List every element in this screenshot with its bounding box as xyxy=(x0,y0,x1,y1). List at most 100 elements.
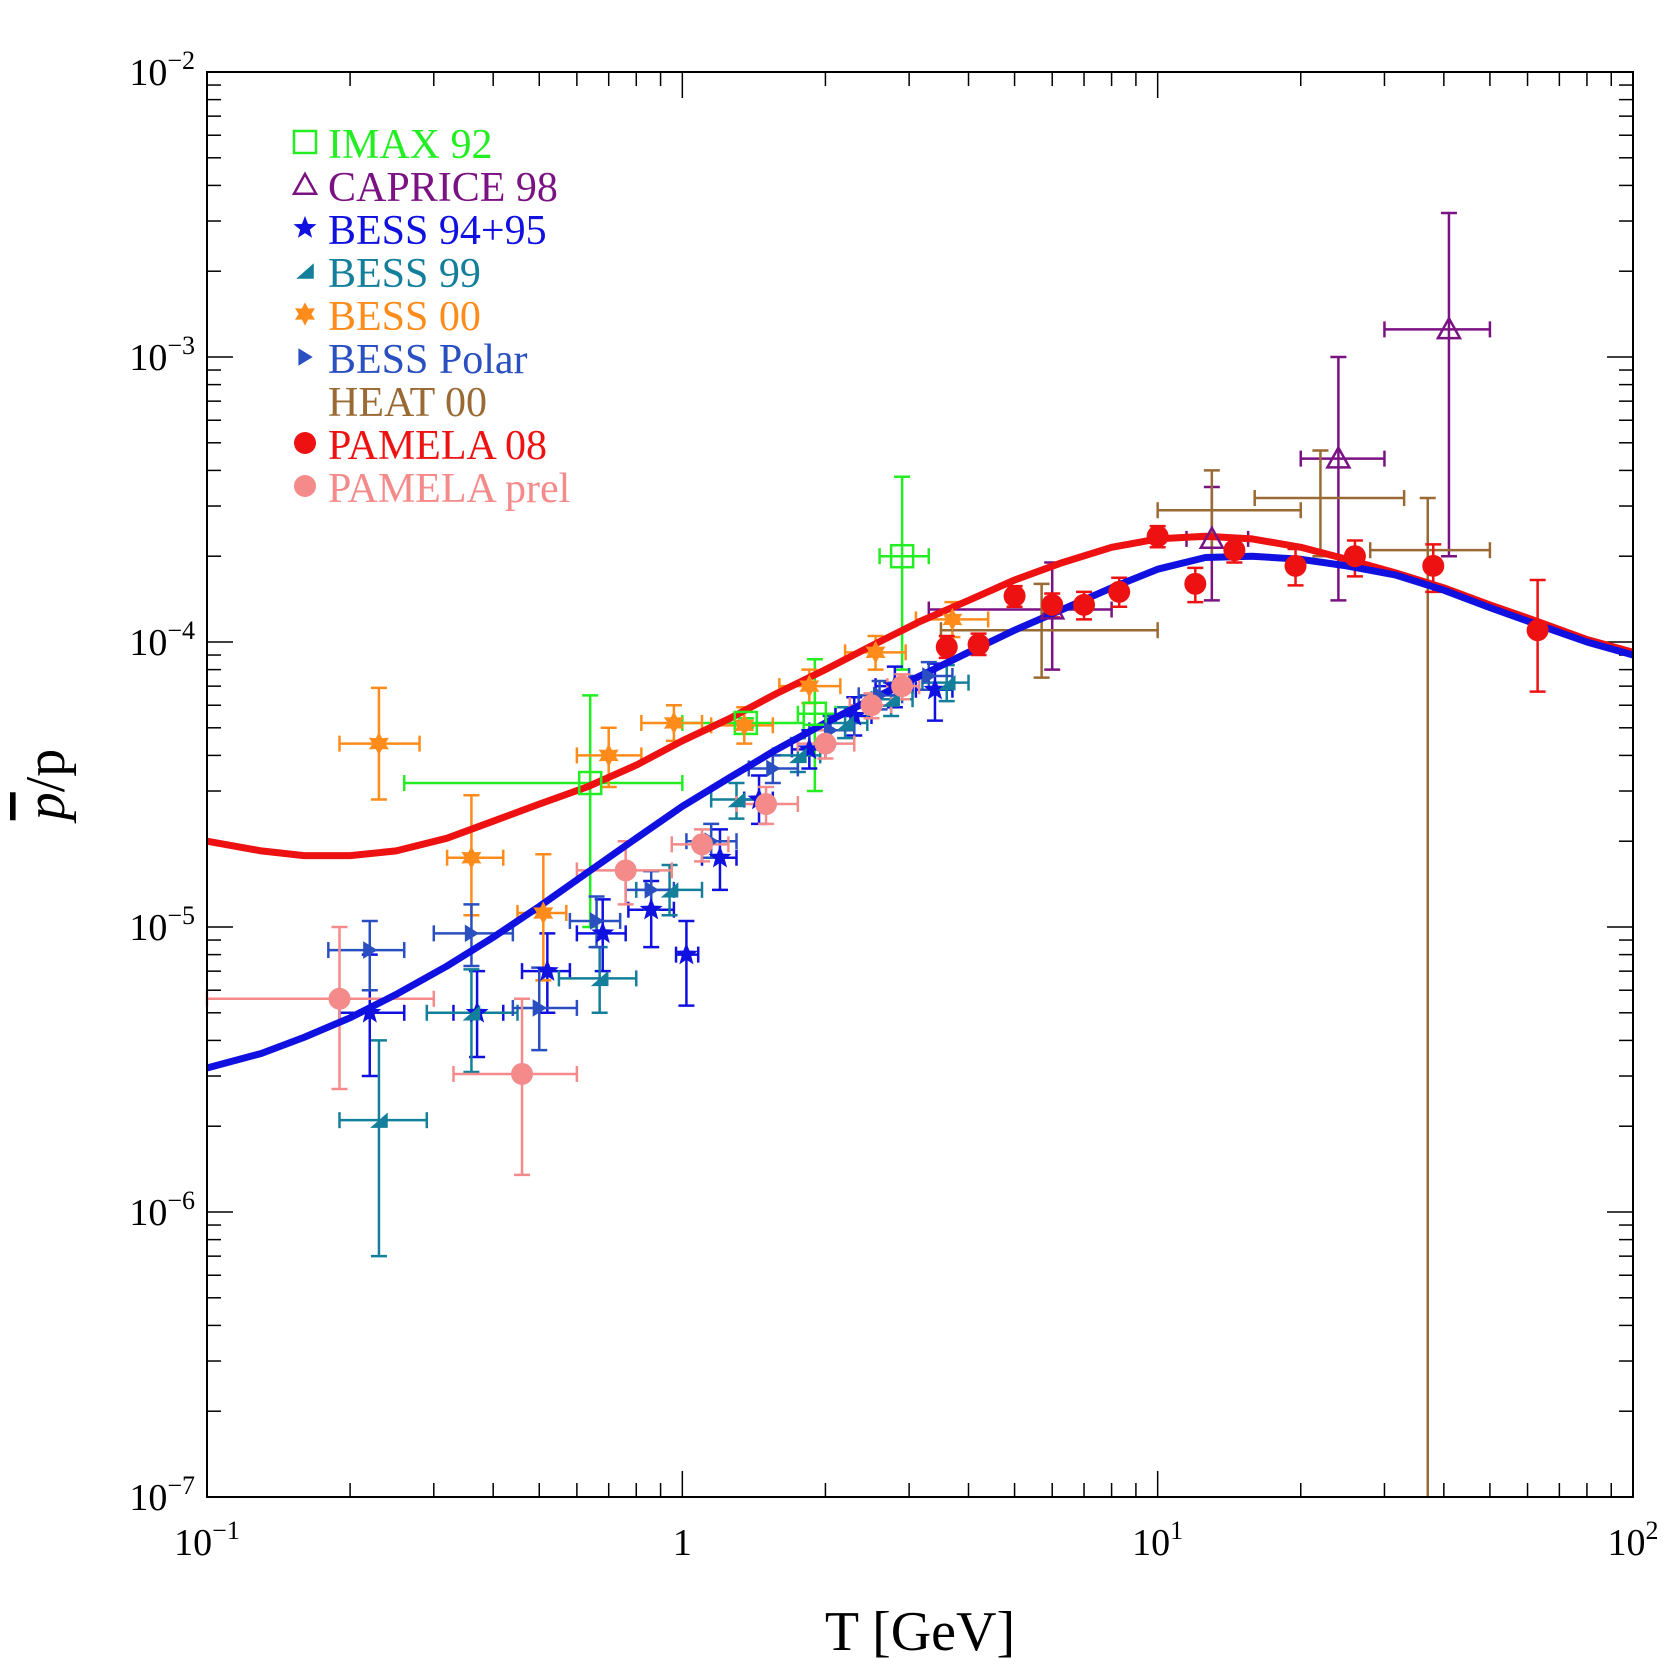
data-point-bess-00 xyxy=(663,711,684,735)
data-point-bess-00 xyxy=(533,901,554,925)
data-point-bess-polar xyxy=(589,912,605,930)
data-point-pamela-prel xyxy=(691,833,714,856)
y-tick-label-base: 10 xyxy=(129,1477,167,1519)
data-point-pamela-08 xyxy=(1146,525,1169,548)
data-point-bess-polar xyxy=(922,667,937,685)
data-markers xyxy=(328,315,1549,1128)
data-point-bess-polar xyxy=(464,924,480,943)
data-point-imax-92 xyxy=(802,701,828,727)
x-tick-label-base: 10 xyxy=(1132,1522,1170,1564)
y-tick-label-exponent: −7 xyxy=(167,1471,195,1500)
y-tick-label: 10−7 xyxy=(129,1471,195,1519)
legend-item-bess-00: BESS 00 xyxy=(295,294,481,340)
legend-label-heat-00: HEAT 00 xyxy=(328,380,487,426)
data-point-pamela-08 xyxy=(1284,554,1307,577)
legend-marker-caprice-98 xyxy=(291,171,319,196)
data-point-pamela-08 xyxy=(1343,545,1366,568)
data-point-bess-94-95 xyxy=(358,1000,382,1023)
x-tick-label-base: 10 xyxy=(174,1522,212,1564)
x-tick-label: 101 xyxy=(1132,1516,1183,1564)
data-point-bess-00 xyxy=(461,846,482,870)
data-point-bess-99 xyxy=(937,674,956,691)
legend-item-imax-92: IMAX 92 xyxy=(292,122,493,168)
data-point-bess-94-95 xyxy=(535,959,559,981)
data-point-bess-polar xyxy=(532,999,547,1017)
x-tick-label: 102 xyxy=(1608,1516,1659,1564)
y-tick-label: 10−3 xyxy=(129,331,195,379)
x-tick-label-base: 10 xyxy=(1608,1522,1646,1564)
data-point-bess-polar xyxy=(644,881,659,899)
legend-item-caprice-98: CAPRICE 98 xyxy=(291,165,558,211)
y-tick-label: 10−5 xyxy=(129,901,195,949)
data-point-pamela-08 xyxy=(935,636,958,659)
data-point-pamela-08 xyxy=(1073,593,1096,616)
data-point-pamela-08 xyxy=(1108,580,1131,603)
data-point-bess-94-95 xyxy=(674,942,698,965)
data-point-pamela-08 xyxy=(967,633,990,656)
data-point-caprice-98 xyxy=(1435,315,1463,340)
data-point-caprice-98 xyxy=(1325,445,1352,469)
y-tick-label: 10−2 xyxy=(129,46,195,94)
data-point-bess-00 xyxy=(734,713,755,737)
x-tick-label: 1 xyxy=(673,1522,692,1564)
data-point-imax-92 xyxy=(577,770,603,796)
y-tick-label-base: 10 xyxy=(129,1192,167,1234)
y-tick-label: 10−4 xyxy=(129,616,195,664)
legend-marker-bess-99 xyxy=(296,263,314,279)
data-point-imax-92 xyxy=(889,543,915,569)
data-point-pamela-prel xyxy=(860,694,883,717)
data-point-bess-polar xyxy=(363,941,378,959)
y-tick-label-exponent: −6 xyxy=(167,1186,195,1215)
model-curve-blue xyxy=(206,552,1634,1072)
x-tick-label-exponent: 1 xyxy=(1170,1516,1183,1545)
legend-marker-bess-00 xyxy=(295,302,315,326)
minor-ticks xyxy=(206,72,1633,1498)
y-tick-label-exponent: −5 xyxy=(167,901,195,930)
data-point-bess-00 xyxy=(865,640,886,664)
legend-item-bess-99: BESS 99 xyxy=(296,251,481,297)
data-point-bess-00 xyxy=(368,732,389,756)
data-point-bess-polar xyxy=(766,759,781,778)
data-point-bess-00 xyxy=(598,743,619,767)
y-axis-label-rest: /p xyxy=(15,749,77,793)
legend-marker-pamela-08 xyxy=(294,432,316,454)
x-tick-label-base: 1 xyxy=(673,1522,692,1564)
data-point-bess-94-95 xyxy=(842,703,866,726)
y-axis-label: p/p xyxy=(15,749,77,825)
data-point-pamela-prel xyxy=(814,732,837,755)
y-tick-label-exponent: −4 xyxy=(167,616,195,645)
data-point-pamela-prel xyxy=(511,1062,534,1085)
data-point-bess-94-95 xyxy=(708,845,732,868)
x-tick-label: 10−1 xyxy=(174,1516,240,1564)
data-point-pamela-08 xyxy=(1526,619,1549,642)
data-point-bess-94-95 xyxy=(591,921,615,944)
y-tick-label-base: 10 xyxy=(129,337,167,379)
y-axis-label-text: p/p xyxy=(15,749,77,825)
data-point-bess-99 xyxy=(882,691,900,707)
legend-marker-imax-92 xyxy=(292,129,318,155)
y-tick-label-exponent: −2 xyxy=(167,46,195,75)
y-tick-label-base: 10 xyxy=(129,622,167,664)
data-point-bess-99 xyxy=(462,1005,481,1021)
legend-marker-pamela-prel xyxy=(294,475,316,497)
data-point-bess-94-95 xyxy=(639,897,663,920)
legend-item-bess-polar: BESS Polar xyxy=(298,337,528,383)
data-point-bess-00 xyxy=(942,607,963,631)
legend-marker-bess-polar xyxy=(298,348,313,366)
y-axis-label-antiproton: p xyxy=(15,792,77,824)
data-point-pamela-prel xyxy=(891,675,914,698)
data-point-bess-99 xyxy=(727,791,746,808)
data-point-caprice-98 xyxy=(1198,525,1225,549)
y-tick-label-base: 10 xyxy=(129,52,167,94)
data-point-bess-99 xyxy=(660,882,679,898)
data-point-pamela-prel xyxy=(328,987,351,1010)
plot-frame xyxy=(206,71,1634,1498)
legend-label-bess-00: BESS 00 xyxy=(328,294,481,340)
legend-label-bess-99: BESS 99 xyxy=(328,251,481,297)
x-tick-label-exponent: −1 xyxy=(212,1516,240,1545)
data-point-pamela-prel xyxy=(755,793,778,816)
data-point-bess-99 xyxy=(370,1112,388,1128)
data-point-pamela-08 xyxy=(1041,593,1064,616)
